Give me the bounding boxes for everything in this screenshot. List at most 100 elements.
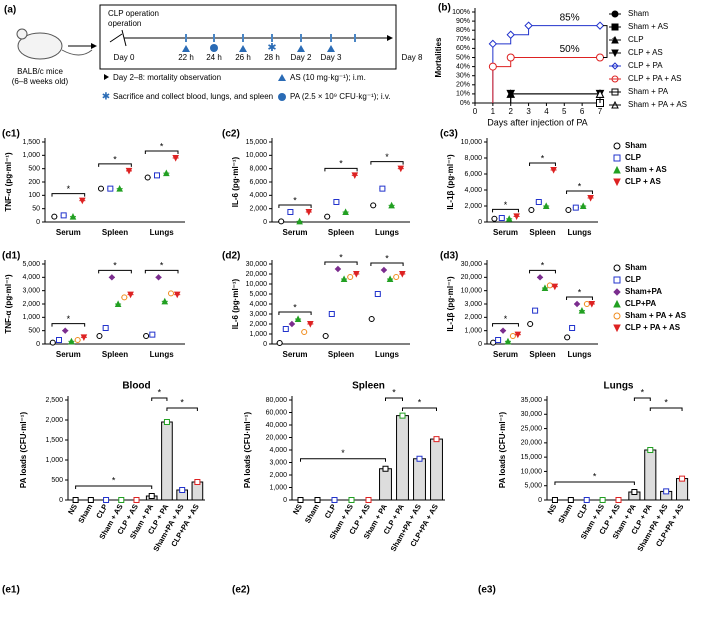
marker — [513, 213, 520, 221]
time-label: 24 h — [206, 53, 222, 62]
y-tick-label: 500 — [51, 477, 63, 484]
bar-point — [194, 479, 201, 485]
significance: * — [541, 261, 545, 271]
marker — [301, 329, 308, 335]
y-tick-label: 3,000 — [249, 311, 267, 318]
bar — [413, 458, 426, 501]
y-tick-label: 30,000 — [246, 261, 268, 268]
sacrifice-marker: ✱ — [267, 42, 276, 54]
x-tick-label: Serum — [56, 350, 81, 359]
marker — [595, 89, 605, 98]
time-label: 22 h — [178, 53, 194, 62]
marker — [583, 301, 590, 307]
time-label: Day 2 — [291, 53, 312, 62]
marker — [340, 275, 348, 282]
y-tick-label: 3,000 — [22, 288, 40, 295]
x-tick-label: NS — [545, 502, 558, 516]
x-tick-label: Spleen — [529, 350, 555, 359]
legend-label: Sham — [625, 263, 647, 272]
x-tick-label: 7 — [598, 107, 603, 116]
y-tick-label: 70% — [456, 36, 470, 43]
y-tick-label: 10,000 — [521, 468, 543, 475]
y-tick-label: 1,000 — [45, 457, 63, 464]
annotation: * — [612, 36, 616, 47]
bar-point — [615, 497, 622, 503]
x-tick-label: 6 — [580, 107, 585, 116]
y-tick-label: 80,000 — [266, 397, 288, 404]
panel-label: (e2) — [232, 585, 250, 596]
significance: * — [67, 184, 71, 194]
legend-marker — [613, 165, 621, 174]
marker — [287, 209, 294, 215]
x-tick-label: Serum — [493, 228, 518, 237]
y-axis-label: PA loads (CFU·ml⁻¹) — [243, 412, 252, 489]
marker — [307, 321, 314, 328]
significance: * — [385, 152, 389, 162]
significance: * — [293, 302, 297, 312]
x-tick-label: Spleen — [328, 350, 354, 359]
marker — [353, 271, 360, 278]
marker — [334, 265, 342, 273]
y-axis-label: TNF-α (pg·ml⁻¹) — [4, 152, 13, 212]
legend-label: CLP + PA + AS — [628, 74, 682, 83]
y-tick-label: 30,000 — [521, 411, 543, 418]
y-tick-label: 1,000 — [249, 331, 267, 338]
x-tick-label: Lungs — [150, 350, 175, 359]
x-tick-label: Serum — [493, 350, 518, 359]
mouse-age: (6–8 weeks old) — [12, 77, 69, 86]
legend-marker — [613, 312, 621, 320]
bracket — [51, 193, 86, 197]
y-tick-label: 2,000 — [269, 472, 287, 479]
y-tick-label: 4,000 — [249, 301, 267, 308]
mouse-ear — [16, 28, 28, 40]
y-tick-label: 500 — [28, 166, 40, 173]
marker — [294, 315, 302, 322]
y-tick-label: 6,000 — [249, 179, 267, 186]
marker — [168, 290, 174, 297]
x-tick-label: NS — [66, 502, 79, 516]
x-tick-label: 3 — [526, 107, 531, 116]
legend-marker — [613, 154, 621, 162]
bar — [396, 415, 409, 501]
marker — [587, 195, 594, 202]
legend-label: CLP + AS — [625, 177, 661, 186]
marker — [370, 202, 377, 209]
marker — [528, 207, 535, 213]
marker — [505, 215, 513, 222]
y-tick-label: 5,000 — [22, 261, 40, 268]
significance: * — [578, 181, 582, 191]
mouse-icon — [17, 32, 63, 60]
marker — [393, 274, 400, 280]
marker — [121, 294, 128, 301]
x-tick-label: 2 — [508, 107, 513, 116]
annotation: 50% — [560, 44, 580, 55]
legend-label: Sham — [625, 141, 647, 150]
significance: * — [385, 253, 389, 263]
y-tick-label: 2,000 — [249, 321, 267, 328]
y-tick-label: 1,500 — [22, 139, 40, 146]
marker — [278, 218, 285, 225]
y-tick-label: 10,000 — [246, 281, 268, 288]
marker — [499, 327, 507, 334]
marker — [504, 337, 512, 345]
marker — [388, 201, 395, 209]
marker — [107, 185, 114, 192]
bar-point — [433, 436, 440, 443]
bar — [430, 438, 443, 501]
legend-label: CLP — [625, 275, 642, 284]
y-tick-label: 2,500 — [45, 397, 63, 404]
y-tick-label: 1,500 — [45, 437, 63, 444]
marker — [127, 291, 134, 299]
bracket — [144, 150, 179, 154]
marker — [102, 325, 109, 331]
panel-label: (d1) — [2, 251, 20, 262]
time-label: 26 h — [235, 53, 251, 62]
y-tick-label: 100 — [28, 192, 40, 199]
annotation: 85% — [560, 12, 580, 23]
bar-point — [365, 497, 372, 503]
mouse-tail — [61, 49, 93, 56]
bracket — [144, 269, 179, 274]
y-tick-label: 2,000 — [22, 301, 40, 308]
panel-label: (c2) — [222, 129, 240, 140]
x-tick-label: Spleen — [529, 228, 555, 237]
